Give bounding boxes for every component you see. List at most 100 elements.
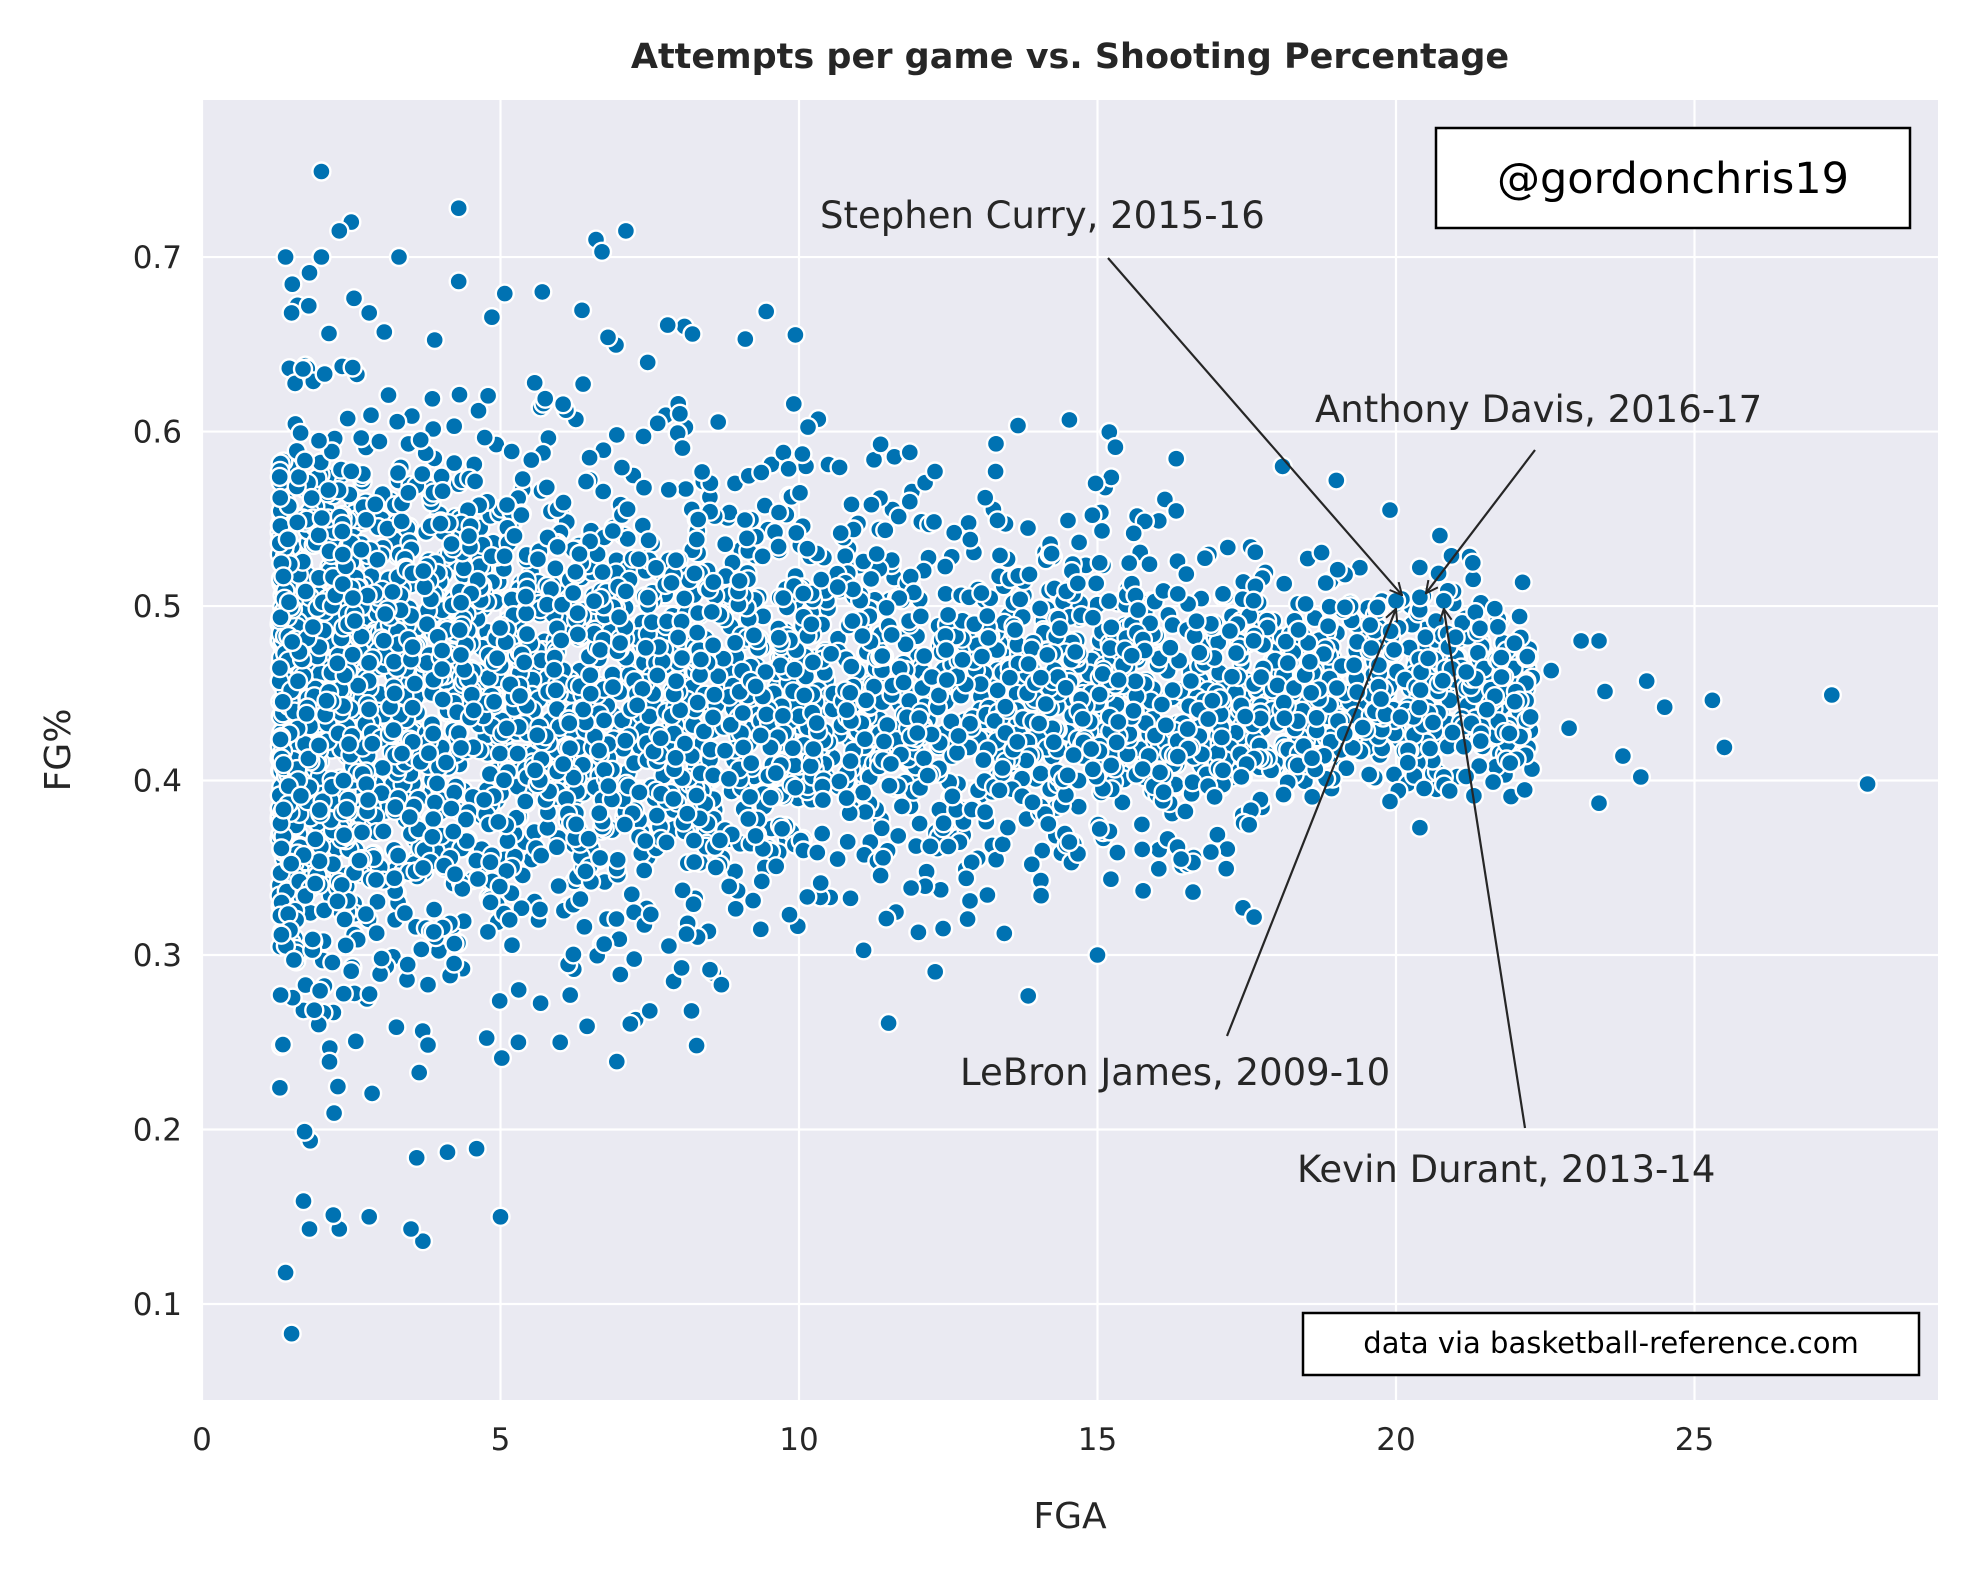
data-point <box>971 646 993 667</box>
data-point <box>272 1034 294 1055</box>
data-point <box>474 789 495 811</box>
data-point <box>925 961 946 982</box>
data-point <box>501 441 522 462</box>
data-point <box>345 1031 366 1052</box>
data-point <box>1089 552 1110 573</box>
data-point <box>684 851 705 873</box>
data-point <box>410 429 431 451</box>
data-point <box>1170 848 1192 870</box>
data-point <box>417 974 439 995</box>
data-point <box>1149 762 1171 783</box>
data-point <box>1275 631 1297 652</box>
data-point <box>1462 569 1484 590</box>
data-point <box>385 796 406 818</box>
data-point <box>423 418 444 440</box>
data-point <box>282 631 303 653</box>
data-point <box>309 799 330 821</box>
data-point <box>323 1102 345 1124</box>
data-point <box>311 161 332 182</box>
data-point <box>1442 722 1463 743</box>
data-point <box>637 352 658 373</box>
watermark-text: @gordonchris19 <box>1497 154 1849 204</box>
watermark-box: @gordonchris19 <box>1434 126 1912 230</box>
data-point <box>412 463 433 485</box>
data-point <box>977 884 998 906</box>
data-point <box>329 220 350 242</box>
data-point <box>511 898 532 919</box>
data-point <box>785 324 806 346</box>
annotation-kevin-durant: Kevin Durant, 2013-14 <box>1297 1148 1715 1191</box>
data-point <box>992 834 1013 855</box>
data-point <box>371 948 392 969</box>
data-point <box>524 372 545 393</box>
data-point <box>567 603 588 624</box>
data-point <box>591 241 613 263</box>
data-point <box>1509 606 1530 627</box>
data-point <box>1409 697 1430 718</box>
data-point <box>527 725 548 746</box>
data-point <box>294 450 316 471</box>
data-point <box>1238 814 1260 835</box>
data-point <box>1612 745 1634 767</box>
data-point <box>397 954 418 975</box>
data-point <box>409 1062 430 1083</box>
data-point <box>1413 778 1435 799</box>
data-point <box>361 1083 383 1104</box>
data-point <box>271 838 292 859</box>
data-point <box>449 384 470 405</box>
data-point <box>609 632 631 654</box>
data-point <box>1030 885 1052 906</box>
data-point <box>1127 599 1149 621</box>
data-point <box>794 685 815 706</box>
data-point <box>489 617 511 639</box>
data-point <box>589 847 611 869</box>
data-point <box>755 661 776 683</box>
data-point <box>496 494 518 516</box>
data-point <box>443 821 464 842</box>
data-point <box>681 1000 702 1022</box>
data-point <box>937 604 959 626</box>
data-point <box>1112 792 1133 813</box>
data-point <box>580 683 601 704</box>
data-point <box>1504 633 1525 654</box>
data-point <box>281 1323 302 1344</box>
data-point <box>270 487 291 509</box>
data-point <box>893 672 914 693</box>
data-point <box>1417 648 1439 669</box>
data-point <box>293 1190 314 1212</box>
data-point <box>975 487 996 508</box>
data-point <box>999 667 1020 688</box>
data-point <box>467 868 489 890</box>
data-point <box>1059 831 1080 853</box>
data-point <box>1469 618 1491 639</box>
data-point <box>1082 759 1104 780</box>
data-point <box>1031 840 1053 861</box>
data-point <box>1487 616 1509 637</box>
data-point <box>1089 684 1110 705</box>
data-point <box>441 798 462 819</box>
data-point <box>959 713 981 734</box>
data-point <box>349 850 370 871</box>
data-point <box>686 785 707 806</box>
data-point <box>327 1076 349 1097</box>
data-point <box>908 922 929 943</box>
data-point <box>785 777 806 798</box>
data-point <box>682 323 703 345</box>
data-point <box>683 830 705 851</box>
data-point <box>1057 510 1079 531</box>
data-point <box>1067 573 1089 594</box>
data-point <box>282 274 303 295</box>
data-point <box>511 504 532 526</box>
data-point <box>430 513 451 534</box>
data-point <box>529 899 551 920</box>
data-point <box>270 729 291 750</box>
data-point <box>444 864 466 885</box>
data-point <box>553 492 574 513</box>
data-point <box>1176 563 1197 585</box>
data-point <box>327 653 348 674</box>
data-point <box>665 671 687 692</box>
data-point <box>583 591 605 612</box>
data-point <box>272 691 293 712</box>
x-tick-label: 25 <box>1675 1422 1714 1458</box>
data-point <box>580 665 601 686</box>
